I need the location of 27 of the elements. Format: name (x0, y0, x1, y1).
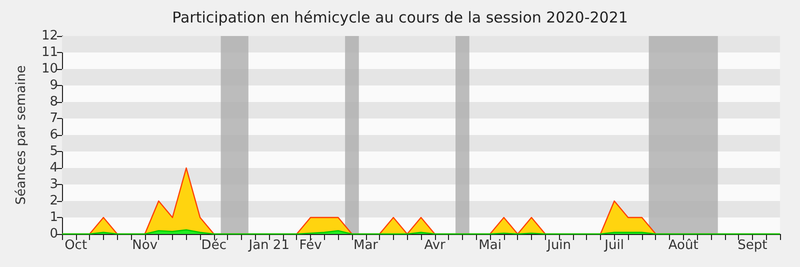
y-tick-label: 11 (41, 45, 58, 60)
x-tick-label: Déc (201, 238, 226, 253)
y-tick-label: 10 (41, 62, 58, 76)
y-tick-label: 8 (50, 94, 58, 110)
y-axis-title: Séances par semaine (14, 65, 29, 205)
y-tick-label: 12 (41, 28, 58, 44)
y-tick-label: 3 (50, 177, 58, 192)
x-tick-label: Jan 21 (248, 238, 290, 253)
chart-title: Participation en hémicycle au cours de la session 2020-2021 (172, 8, 628, 26)
x-tick-label: Sept (738, 238, 768, 253)
y-tick-label: 2 (50, 194, 58, 208)
x-tick-label: Juin (546, 238, 572, 253)
y-tick-label: 0 (50, 226, 58, 242)
x-tick-label: Mar (354, 238, 379, 253)
x-tick-label: Mai (478, 238, 502, 253)
y-tick-label: 6 (50, 128, 58, 142)
x-tick-label: Août (668, 238, 698, 253)
x-tick-label: Oct (64, 238, 88, 253)
x-tick-label: Juil (604, 238, 624, 253)
x-tick-label: Avr (424, 238, 446, 253)
y-tick-label: 1 (50, 210, 58, 225)
y-tick-label: 7 (50, 111, 58, 126)
x-tick-label: Nov (132, 238, 158, 253)
x-tick-label: Fév (299, 238, 322, 253)
y-tick-label: 5 (50, 144, 58, 159)
y-tick-label: 4 (50, 160, 58, 176)
y-tick-label: 9 (50, 78, 58, 93)
